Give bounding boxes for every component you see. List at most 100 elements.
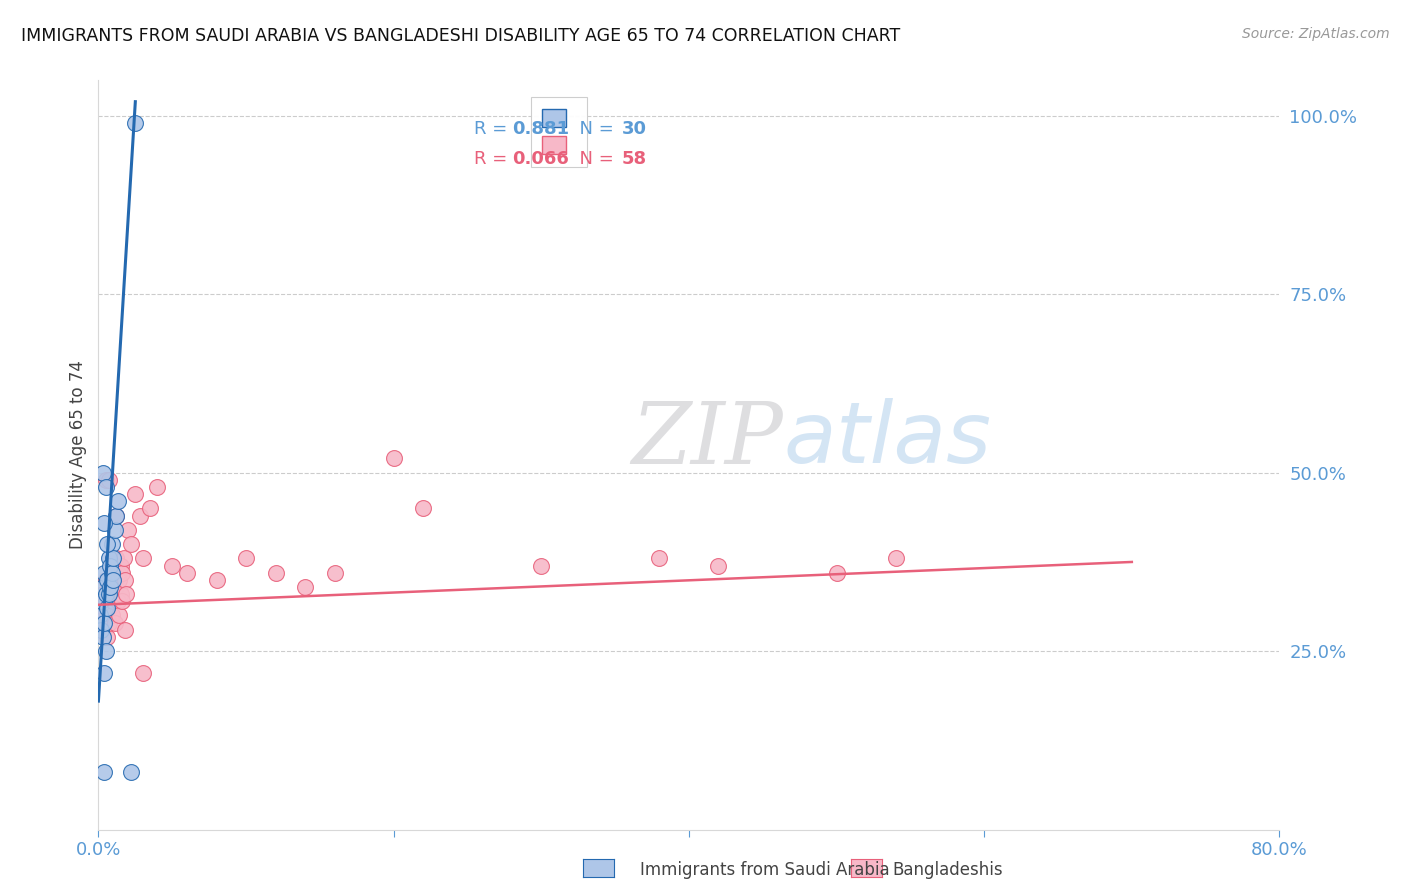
- Point: [96, 608, 118, 623]
- Text: R =: R =: [474, 150, 513, 168]
- Point: [96, 601, 118, 615]
- Point: [104, 523, 127, 537]
- Text: 58: 58: [621, 150, 647, 168]
- Text: Bangladeshis: Bangladeshis: [893, 861, 1004, 879]
- Point: [97, 587, 120, 601]
- Point: [104, 573, 127, 587]
- Point: [707, 558, 730, 573]
- Point: [91, 630, 114, 644]
- Point: [825, 566, 848, 580]
- Point: [139, 501, 162, 516]
- Point: [100, 580, 122, 594]
- Point: [105, 508, 128, 523]
- Point: [294, 580, 316, 594]
- Point: [94, 644, 117, 658]
- Point: [412, 501, 434, 516]
- Point: [117, 523, 139, 537]
- Point: [93, 665, 115, 680]
- Point: [124, 116, 146, 130]
- Point: [98, 558, 121, 573]
- Point: [91, 615, 114, 630]
- Point: [884, 551, 907, 566]
- Point: [176, 566, 198, 580]
- Text: ZIP: ZIP: [631, 399, 783, 482]
- Point: [94, 587, 117, 601]
- Point: [91, 580, 114, 594]
- Point: [111, 566, 134, 580]
- Point: [110, 558, 132, 573]
- Point: [90, 608, 112, 623]
- Point: [96, 537, 118, 551]
- Point: [98, 601, 121, 615]
- Point: [97, 473, 120, 487]
- Point: [93, 623, 115, 637]
- Point: [97, 587, 120, 601]
- Point: [382, 451, 405, 466]
- Point: [205, 573, 228, 587]
- Point: [323, 566, 346, 580]
- Point: [96, 630, 118, 644]
- Point: [120, 537, 142, 551]
- Text: Source: ZipAtlas.com: Source: ZipAtlas.com: [1241, 27, 1389, 41]
- Text: N =: N =: [568, 150, 620, 168]
- Point: [124, 487, 146, 501]
- Point: [105, 551, 128, 566]
- Text: N =: N =: [568, 120, 620, 138]
- Legend: , : ,: [531, 97, 588, 168]
- Point: [93, 566, 115, 580]
- Point: [97, 551, 120, 566]
- Point: [94, 480, 117, 494]
- Point: [93, 601, 115, 615]
- Point: [110, 587, 132, 601]
- Text: 30: 30: [621, 120, 647, 138]
- Point: [530, 558, 553, 573]
- Point: [94, 573, 117, 587]
- Point: [111, 594, 134, 608]
- Text: Immigrants from Saudi Arabia: Immigrants from Saudi Arabia: [640, 861, 890, 879]
- Point: [120, 765, 142, 780]
- Point: [132, 551, 155, 566]
- Point: [93, 516, 115, 530]
- Point: [98, 573, 121, 587]
- Point: [108, 608, 131, 623]
- Point: [162, 558, 183, 573]
- Point: [115, 587, 138, 601]
- Point: [114, 623, 136, 637]
- Point: [128, 508, 150, 523]
- Point: [90, 623, 112, 637]
- Text: 0.881: 0.881: [512, 120, 569, 138]
- Text: IMMIGRANTS FROM SAUDI ARABIA VS BANGLADESHI DISABILITY AGE 65 TO 74 CORRELATION : IMMIGRANTS FROM SAUDI ARABIA VS BANGLADE…: [21, 27, 900, 45]
- Point: [91, 587, 114, 601]
- Point: [91, 466, 114, 480]
- Point: [114, 573, 136, 587]
- Point: [103, 594, 125, 608]
- Point: [105, 508, 128, 523]
- Point: [108, 573, 131, 587]
- Point: [132, 665, 155, 680]
- Text: 0.066: 0.066: [512, 150, 568, 168]
- Point: [90, 594, 112, 608]
- Point: [96, 573, 118, 587]
- Text: R =: R =: [474, 120, 513, 138]
- Point: [103, 566, 125, 580]
- Point: [93, 615, 115, 630]
- Text: atlas: atlas: [783, 399, 991, 482]
- Y-axis label: Disability Age 65 to 74: Disability Age 65 to 74: [69, 360, 87, 549]
- Point: [93, 765, 115, 780]
- Point: [107, 566, 129, 580]
- Point: [107, 594, 129, 608]
- Point: [105, 580, 128, 594]
- Point: [107, 494, 129, 508]
- Point: [94, 594, 117, 608]
- Point: [648, 551, 671, 566]
- Point: [104, 615, 127, 630]
- Point: [100, 566, 122, 580]
- Point: [264, 566, 287, 580]
- Point: [94, 473, 117, 487]
- Point: [100, 608, 122, 623]
- Point: [97, 615, 120, 630]
- Point: [103, 551, 125, 566]
- Point: [100, 537, 122, 551]
- Point: [235, 551, 257, 566]
- Point: [146, 480, 169, 494]
